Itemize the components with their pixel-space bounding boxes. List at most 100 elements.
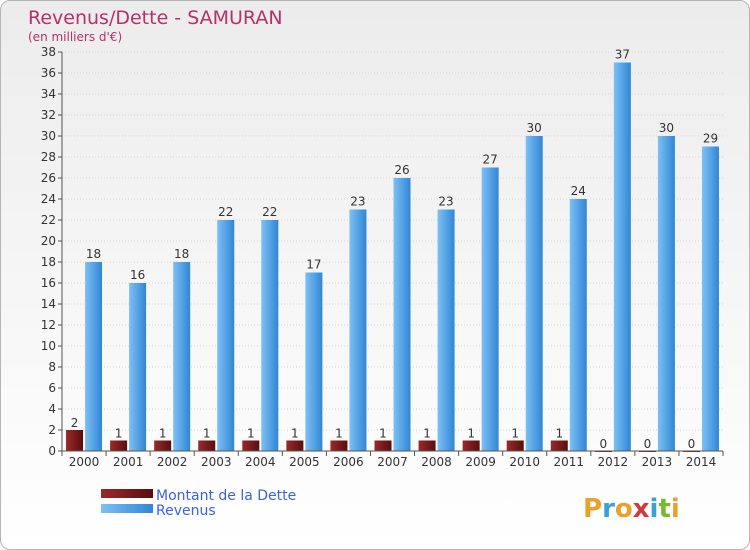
- data-label-revenus-2012: 37: [615, 48, 630, 62]
- bar-debt-2001: [110, 440, 128, 451]
- bar-debt-2000: [66, 430, 84, 451]
- y-tick-label: 32: [41, 108, 56, 122]
- x-tick-label: 2001: [113, 455, 144, 469]
- x-tick-label: 2007: [377, 455, 408, 469]
- y-tick-label: 30: [41, 129, 56, 143]
- legend-label-revenus: Revenus: [156, 503, 216, 519]
- x-tick-label: 2010: [509, 455, 540, 469]
- bar-debt-2005: [286, 440, 304, 451]
- bar-debt-2008: [418, 440, 436, 451]
- legend-swatch-revenus: [101, 504, 153, 513]
- x-tick-label: 2013: [642, 455, 673, 469]
- x-tick-label: 2008: [421, 455, 452, 469]
- x-tick-label: 2009: [465, 455, 496, 469]
- bar-revenus-2011: [569, 199, 587, 451]
- y-tick-label: 22: [41, 213, 56, 227]
- data-label-debt-2004: 1: [247, 427, 255, 441]
- y-tick-label: 16: [41, 276, 56, 290]
- x-tick-label: 2006: [333, 455, 364, 469]
- y-tick-label: 18: [41, 255, 56, 269]
- x-tick-label: 2005: [289, 455, 320, 469]
- y-tick-label: 10: [41, 339, 56, 353]
- bar-revenus-2007: [393, 178, 411, 451]
- bar-debt-2011: [550, 440, 568, 451]
- bars: 2 18 1 16 1 18 1 22 1 22 1 17 1 23 1 26 1 23 1 27 1 30 1 24 0 37 0…: [66, 48, 719, 452]
- data-label-revenus-2004: 22: [262, 205, 277, 219]
- y-tick-label: 12: [41, 318, 56, 332]
- x-tick-label: 2004: [245, 455, 276, 469]
- data-label-debt-2009: 1: [467, 427, 475, 441]
- bar-revenus-2009: [481, 167, 499, 451]
- gridlines: [62, 51, 723, 452]
- bar-revenus-2005: [305, 272, 323, 451]
- data-label-revenus-2000: 18: [86, 247, 101, 261]
- data-label-revenus-2003: 22: [218, 205, 233, 219]
- data-label-debt-2003: 1: [203, 427, 211, 441]
- bar-debt-2006: [330, 440, 348, 451]
- chart-subtitle: (en milliers d'€): [28, 30, 122, 44]
- y-tick-label: 14: [41, 297, 56, 311]
- y-tick-label: 6: [48, 381, 56, 395]
- svg-text:Proxiti: Proxiti: [583, 494, 680, 524]
- data-label-debt-2010: 1: [511, 427, 519, 441]
- x-tick-label: 2003: [201, 455, 232, 469]
- bar-debt-2002: [154, 440, 172, 451]
- data-label-debt-2005: 1: [291, 427, 299, 441]
- x-tick-label: 2012: [598, 455, 629, 469]
- y-tick-label: 34: [41, 87, 56, 101]
- y-tick-label: 0: [48, 444, 56, 458]
- bar-revenus-2002: [173, 262, 191, 451]
- bar-debt-2004: [242, 440, 260, 451]
- proxiti-logo: Proxiti: [583, 494, 680, 524]
- x-tick-label: 2011: [553, 455, 584, 469]
- y-tick-label: 26: [41, 171, 56, 185]
- x-axis: 2000 2001 2002 2003 2004 2005 2006 2007 2008 2009…: [61, 450, 724, 469]
- y-tick-label: 20: [41, 234, 56, 248]
- data-label-revenus-2007: 26: [394, 163, 409, 177]
- data-label-revenus-2006: 23: [350, 195, 365, 209]
- x-tick-label: 2002: [157, 455, 188, 469]
- y-tick-label: 4: [48, 402, 56, 416]
- chart-title: Revenus/Dette - SAMURAN: [28, 7, 283, 29]
- y-tick-label: 38: [41, 45, 56, 59]
- data-label-revenus-2010: 30: [527, 121, 542, 135]
- bar-revenus-2010: [525, 136, 543, 451]
- bar-revenus-2004: [261, 220, 279, 451]
- data-label-revenus-2005: 17: [306, 258, 321, 272]
- bar-revenus-2000: [85, 262, 103, 451]
- y-tick-label: 8: [48, 360, 56, 374]
- data-label-debt-2011: 1: [555, 427, 563, 441]
- x-tick-label: 2014: [686, 455, 717, 469]
- data-label-debt-2002: 1: [159, 427, 167, 441]
- bar-revenus-2001: [129, 283, 147, 451]
- legend-swatch-debt: [101, 489, 153, 498]
- y-tick-label: 28: [41, 150, 56, 164]
- data-label-revenus-2008: 23: [438, 195, 453, 209]
- y-tick-label: 24: [41, 192, 56, 206]
- data-label-revenus-2009: 27: [482, 153, 497, 167]
- bar-debt-2010: [506, 440, 524, 451]
- bar-revenus-2003: [217, 220, 235, 451]
- bar-debt-2007: [374, 440, 392, 451]
- bar-revenus-2014: [701, 146, 719, 451]
- data-label-debt-2008: 1: [423, 427, 431, 441]
- data-label-revenus-2002: 18: [174, 247, 189, 261]
- data-label-debt-2001: 1: [115, 427, 123, 441]
- data-label-revenus-2001: 16: [130, 268, 145, 282]
- bar-revenus-2008: [437, 209, 455, 451]
- bar-revenus-2006: [349, 209, 367, 451]
- data-label-debt-2007: 1: [379, 427, 387, 441]
- data-label-debt-2006: 1: [335, 427, 343, 441]
- y-tick-label: 36: [41, 66, 56, 80]
- legend-label-debt: Montant de la Dette: [156, 488, 296, 504]
- bar-debt-2003: [198, 440, 216, 451]
- bar-revenus-2012: [613, 62, 631, 451]
- data-label-debt-2013: 0: [644, 437, 652, 451]
- data-label-revenus-2014: 29: [703, 132, 718, 146]
- y-tick-label: 2: [48, 423, 56, 437]
- data-label-debt-2012: 0: [600, 437, 608, 451]
- bar-debt-2009: [462, 440, 480, 451]
